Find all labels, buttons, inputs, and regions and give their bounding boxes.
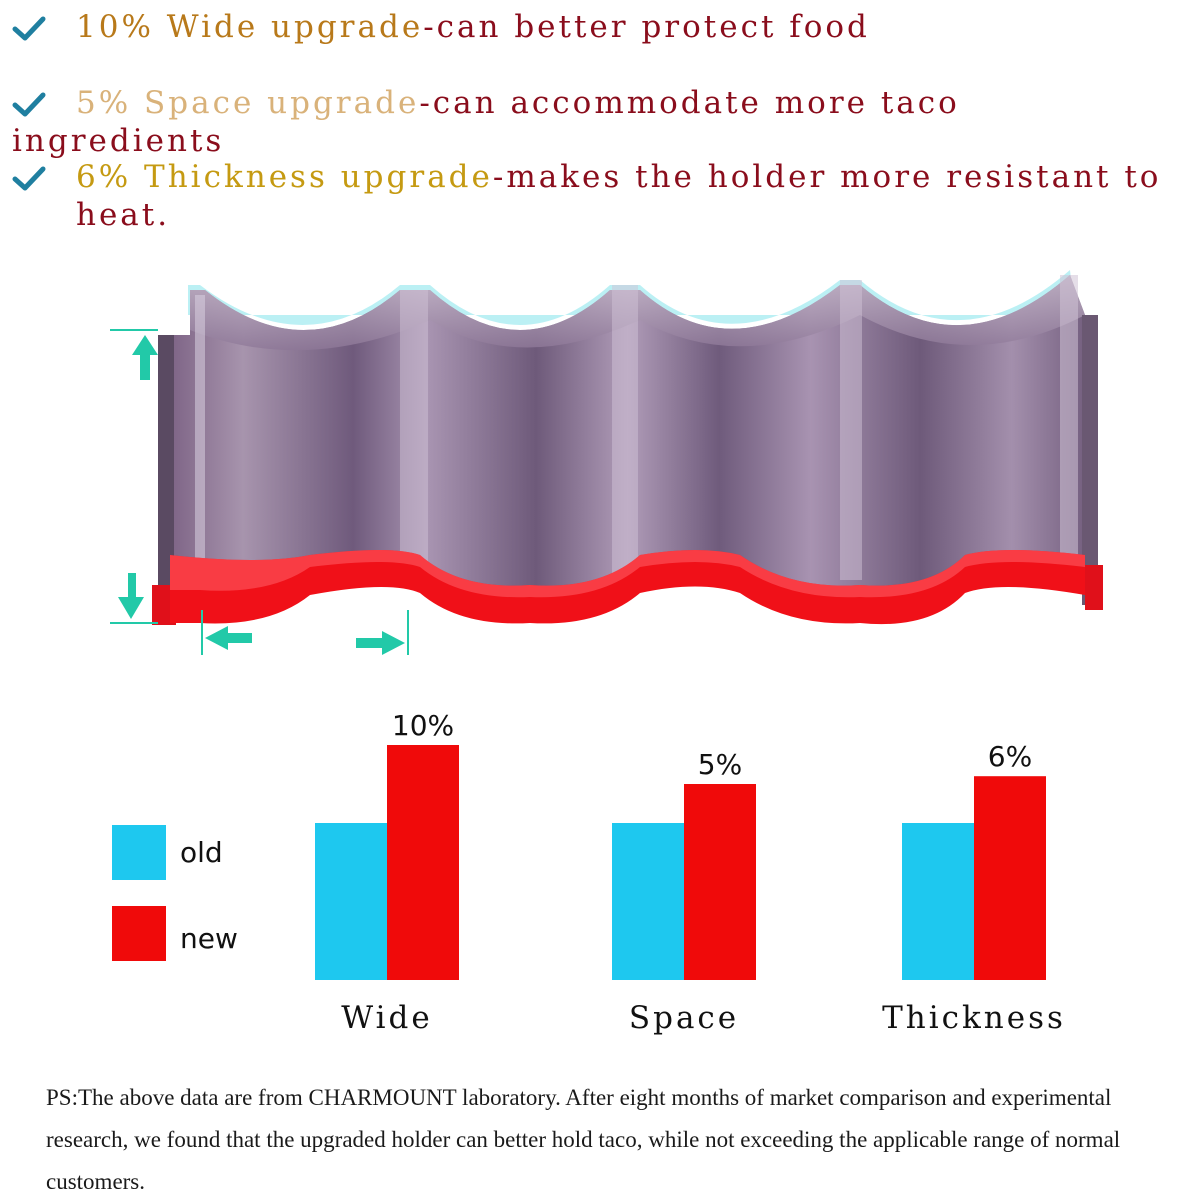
- height-arrow-icon: [110, 329, 158, 624]
- bar-old-space: [612, 823, 684, 980]
- bar-new-thickness: [974, 776, 1046, 980]
- bar-old-wide: [315, 823, 387, 980]
- data-label-space: 5%: [698, 748, 742, 781]
- feature-space: 5% Space upgrade-can accommodate more ta…: [12, 84, 1180, 160]
- bar-group: 10% Wide 5% Space 6% Thickness: [315, 709, 1066, 1036]
- feature-description-continued: heat.: [76, 197, 171, 233]
- upgrade-bar-chart: old new 10% Wide 5% Space 6% Thickness: [112, 709, 1066, 1036]
- feature-thickness: 6% Thickness upgrade-makes the holder mo…: [12, 158, 1180, 233]
- data-label-wide: 10%: [392, 709, 454, 742]
- bar-new-wide: [387, 745, 459, 980]
- category-label-thickness: Thickness: [882, 1000, 1066, 1036]
- feature-wide: 10% Wide upgrade-can better protect food: [12, 8, 1180, 46]
- feature-description: -can accommodate more taco ingredients: [12, 85, 960, 159]
- legend-swatch-new: [112, 906, 166, 961]
- taco-holder-illustration: [110, 270, 1103, 655]
- feature-highlight: 6% Thickness upgrade: [76, 159, 493, 195]
- data-label-thickness: 6%: [988, 740, 1032, 773]
- feature-description: -can better protect food: [423, 9, 870, 45]
- footnote: PS:The above data are from CHARMOUNT lab…: [46, 1085, 1121, 1194]
- checkmark-icon: [12, 8, 76, 46]
- chart-legend: old new: [112, 825, 238, 961]
- checkmark-icon: [12, 84, 76, 122]
- bar-new-space: [684, 784, 756, 980]
- category-label-wide: Wide: [341, 1000, 432, 1036]
- feature-highlight: 5% Space upgrade: [76, 85, 420, 121]
- legend-label-old: old: [180, 836, 223, 869]
- checkmark-icon: [12, 158, 76, 196]
- category-label-space: Space: [629, 1000, 739, 1036]
- width-arrow-icon: [201, 610, 409, 655]
- legend-swatch-old: [112, 825, 166, 880]
- feature-description: -makes the holder more resistant to: [492, 159, 1162, 195]
- legend-label-new: new: [180, 922, 238, 955]
- feature-highlight: 10% Wide upgrade: [76, 9, 424, 45]
- bar-old-thickness: [902, 823, 974, 980]
